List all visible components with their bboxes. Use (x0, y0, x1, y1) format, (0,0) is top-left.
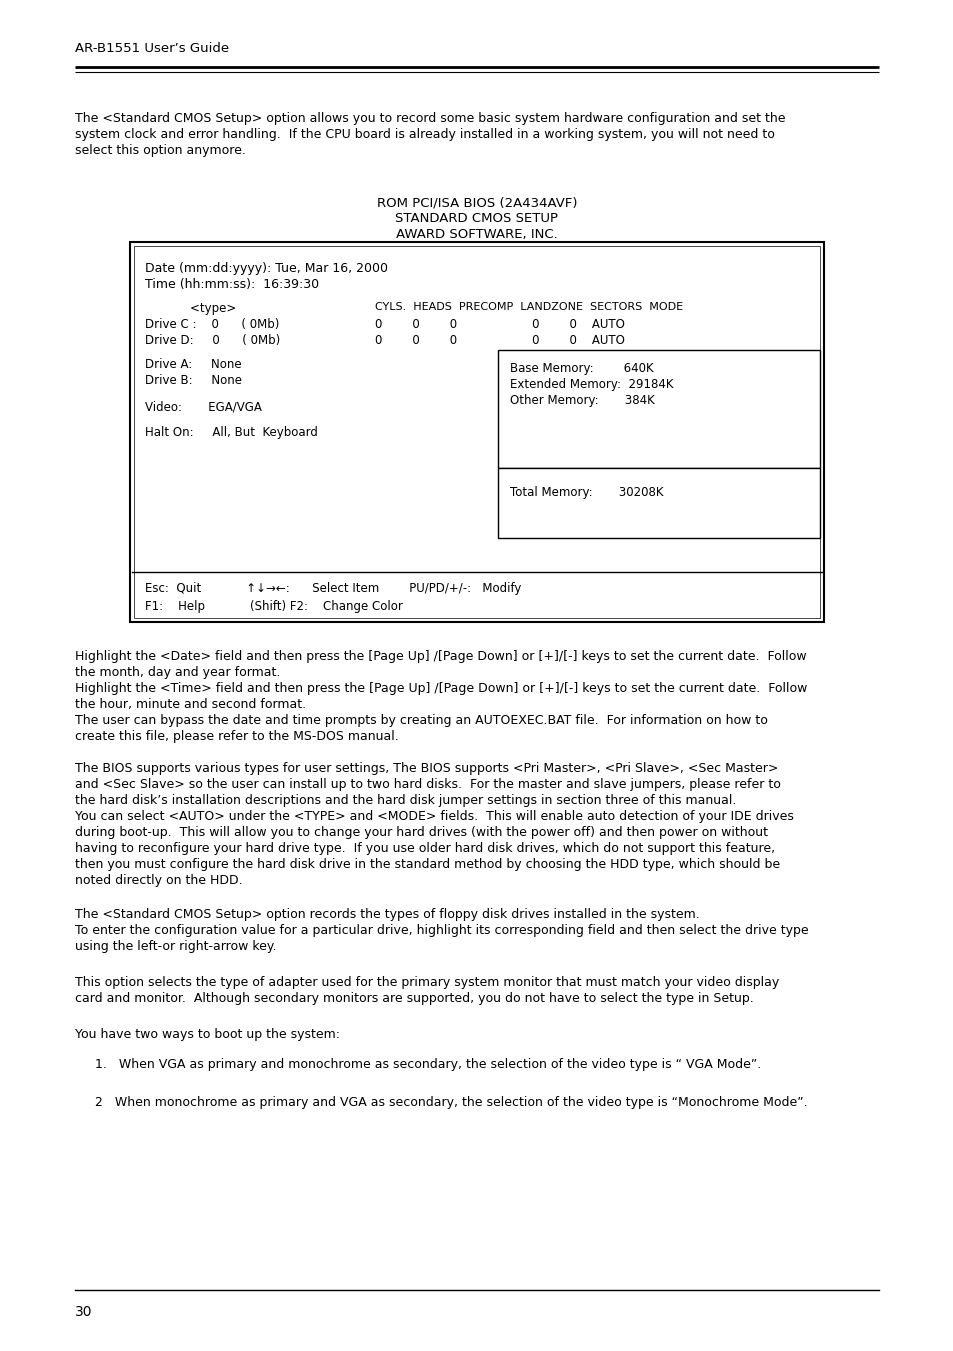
Text: You have two ways to boot up the system:: You have two ways to boot up the system: (75, 1028, 339, 1042)
Text: Highlight the <Time> field and then press the [Page Up] /[Page Down] or [+]/[-] : Highlight the <Time> field and then pres… (75, 682, 806, 694)
Text: 1.   When VGA as primary and monochrome as secondary, the selection of the video: 1. When VGA as primary and monochrome as… (95, 1058, 760, 1071)
Text: This option selects the type of adapter used for the primary system monitor that: This option selects the type of adapter … (75, 975, 779, 989)
Text: AR-B1551 User’s Guide: AR-B1551 User’s Guide (75, 42, 229, 55)
Text: during boot-up.  This will allow you to change your hard drives (with the power : during boot-up. This will allow you to c… (75, 825, 767, 839)
Text: 30: 30 (75, 1305, 92, 1319)
Text: Drive D:     0      ( 0Mb): Drive D: 0 ( 0Mb) (145, 334, 280, 347)
Text: Drive A:     None: Drive A: None (145, 358, 241, 372)
Text: Time (hh:mm:ss):  16:39:30: Time (hh:mm:ss): 16:39:30 (145, 278, 319, 290)
Text: Base Memory:        640K: Base Memory: 640K (510, 362, 653, 376)
Text: Drive B:     None: Drive B: None (145, 374, 242, 386)
Text: Extended Memory:  29184K: Extended Memory: 29184K (510, 378, 673, 390)
Text: and <Sec Slave> so the user can install up to two hard disks.  For the master an: and <Sec Slave> so the user can install … (75, 778, 781, 790)
Text: 0        0        0                    0        0    AUTO: 0 0 0 0 0 AUTO (375, 317, 624, 331)
Text: ROM PCI/ISA BIOS (2A434AVF): ROM PCI/ISA BIOS (2A434AVF) (376, 196, 577, 209)
Text: the hour, minute and second format.: the hour, minute and second format. (75, 698, 306, 711)
Text: having to reconfigure your hard drive type.  If you use older hard disk drives, : having to reconfigure your hard drive ty… (75, 842, 774, 855)
Text: 2   When monochrome as primary and VGA as secondary, the selection of the video : 2 When monochrome as primary and VGA as … (95, 1096, 807, 1109)
Text: select this option anymore.: select this option anymore. (75, 145, 246, 157)
Bar (133, 246, 820, 617)
Text: <type>: <type> (145, 303, 236, 315)
Text: create this file, please refer to the MS-DOS manual.: create this file, please refer to the MS… (75, 730, 398, 743)
Text: noted directly on the HDD.: noted directly on the HDD. (75, 874, 242, 888)
Text: Date (mm:dd:yyyy): Tue, Mar 16, 2000: Date (mm:dd:yyyy): Tue, Mar 16, 2000 (145, 262, 388, 276)
Text: card and monitor.  Although secondary monitors are supported, you do not have to: card and monitor. Although secondary mon… (75, 992, 753, 1005)
Text: Total Memory:       30208K: Total Memory: 30208K (510, 486, 662, 499)
Text: The <Standard CMOS Setup> option records the types of floppy disk drives install: The <Standard CMOS Setup> option records… (75, 908, 699, 921)
Text: the hard disk’s installation descriptions and the hard disk jumper settings in s: the hard disk’s installation description… (75, 794, 736, 807)
Text: AWARD SOFTWARE, INC.: AWARD SOFTWARE, INC. (395, 228, 558, 240)
Text: Highlight the <Date> field and then press the [Page Up] /[Page Down] or [+]/[-] : Highlight the <Date> field and then pres… (75, 650, 806, 663)
Bar (130, 242, 823, 621)
Text: To enter the configuration value for a particular drive, highlight its correspon: To enter the configuration value for a p… (75, 924, 808, 938)
Bar (497, 467, 820, 538)
Text: Esc:  Quit            ↑↓→←:      Select Item        PU/PD/+/-:   Modify: Esc: Quit ↑↓→←: Select Item PU/PD/+/-: M… (145, 582, 521, 594)
Text: Other Memory:       384K: Other Memory: 384K (510, 394, 654, 407)
Text: system clock and error handling.  If the CPU board is already installed in a wor: system clock and error handling. If the … (75, 128, 774, 141)
Text: F1:    Help            (Shift) F2:    Change Color: F1: Help (Shift) F2: Change Color (145, 600, 402, 613)
Text: The <Standard CMOS Setup> option allows you to record some basic system hardware: The <Standard CMOS Setup> option allows … (75, 112, 784, 126)
Text: Video:       EGA/VGA: Video: EGA/VGA (145, 400, 262, 413)
Bar (497, 350, 820, 467)
Text: You can select <AUTO> under the <TYPE> and <MODE> fields.  This will enable auto: You can select <AUTO> under the <TYPE> a… (75, 811, 793, 823)
Text: Halt On:     All, But  Keyboard: Halt On: All, But Keyboard (145, 426, 317, 439)
Text: The BIOS supports various types for user settings, The BIOS supports <Pri Master: The BIOS supports various types for user… (75, 762, 778, 775)
Text: 0        0        0                    0        0    AUTO: 0 0 0 0 0 AUTO (375, 334, 624, 347)
Text: STANDARD CMOS SETUP: STANDARD CMOS SETUP (395, 212, 558, 226)
Text: CYLS.  HEADS  PRECOMP  LANDZONE  SECTORS  MODE: CYLS. HEADS PRECOMP LANDZONE SECTORS MOD… (375, 303, 682, 312)
Text: Drive C :    0      ( 0Mb): Drive C : 0 ( 0Mb) (145, 317, 279, 331)
Text: using the left-or right-arrow key.: using the left-or right-arrow key. (75, 940, 276, 952)
Text: The user can bypass the date and time prompts by creating an AUTOEXEC.BAT file. : The user can bypass the date and time pr… (75, 713, 767, 727)
Text: the month, day and year format.: the month, day and year format. (75, 666, 280, 680)
Text: then you must configure the hard disk drive in the standard method by choosing t: then you must configure the hard disk dr… (75, 858, 780, 871)
